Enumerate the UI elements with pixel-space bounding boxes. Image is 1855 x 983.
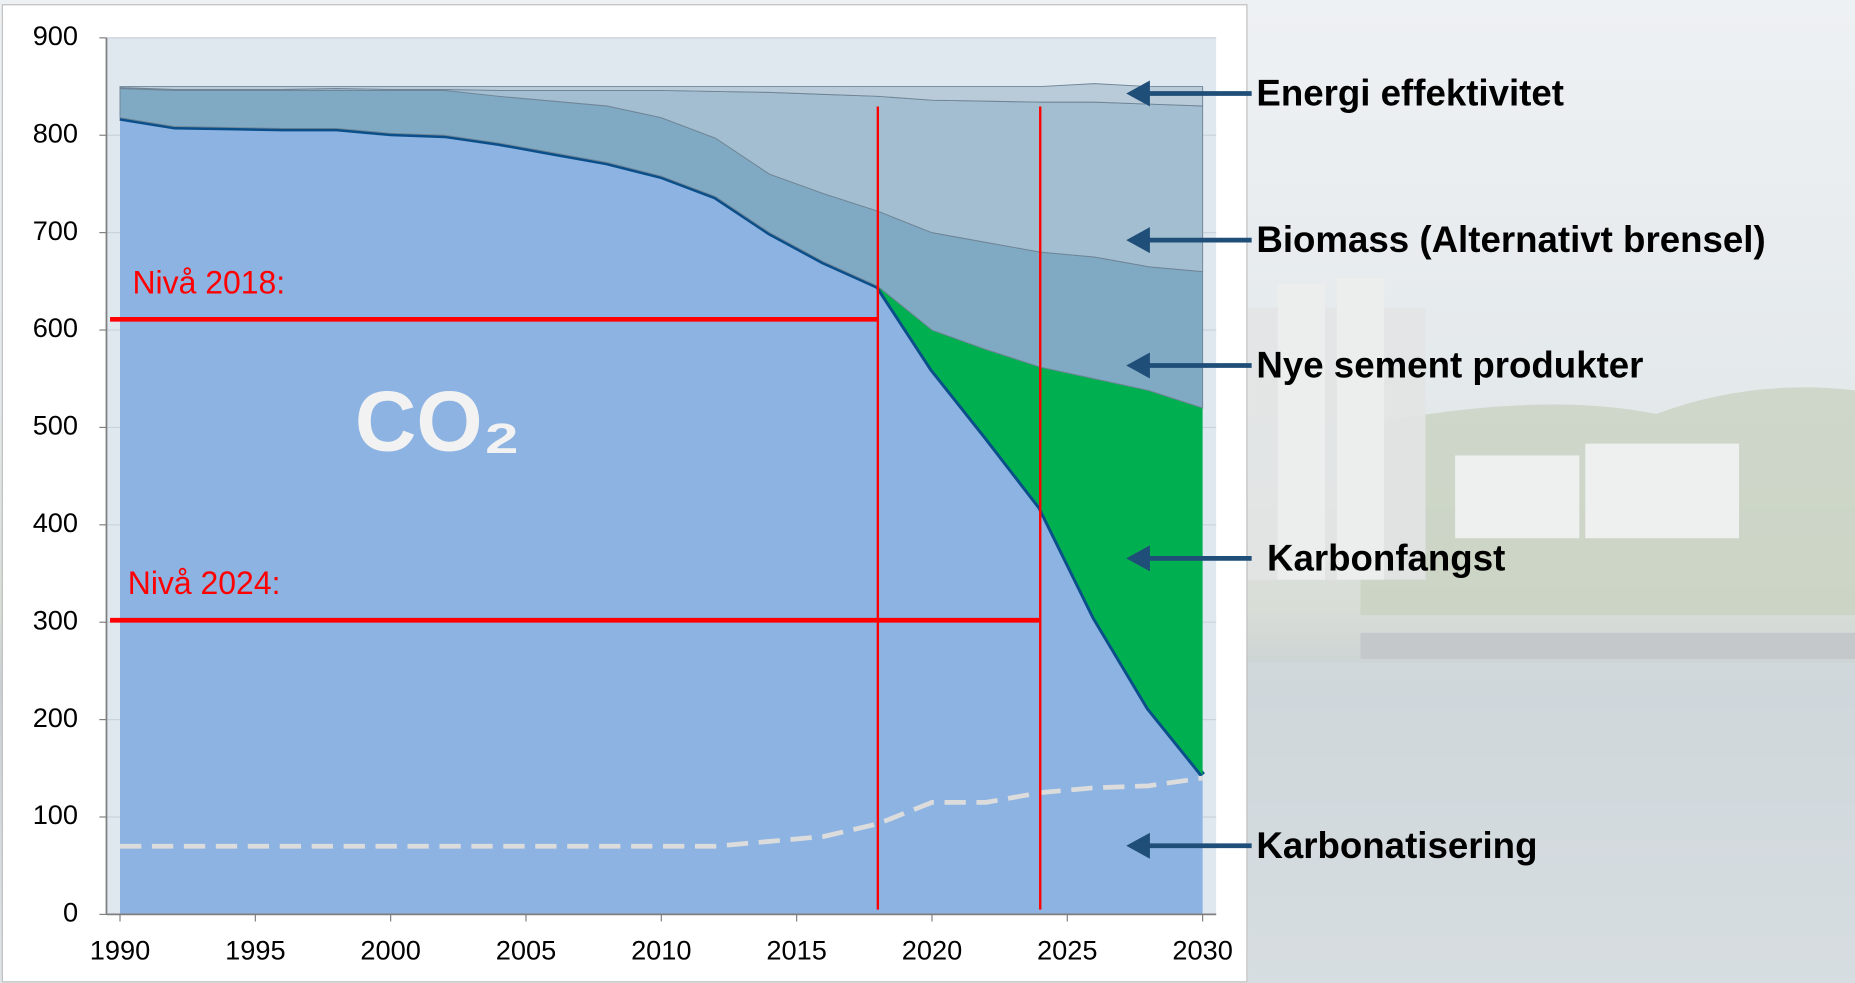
legend-label: Energi effektivitet	[1256, 73, 1564, 114]
x-tick-label: 1995	[225, 934, 285, 965]
x-tick-label: 2025	[1037, 934, 1097, 965]
x-tick-label: 1990	[90, 934, 150, 965]
x-tick-label: 2010	[631, 934, 691, 965]
legend-label: Karbonfangst	[1267, 537, 1505, 578]
page: {"chart_data": { "type": "area", "stacke…	[0, 0, 1855, 983]
chart: 0 100 200 300 400 500 600 700 800 900 CO₂ Karbonfan…	[0, 0, 1855, 983]
y-tick-label: 0	[63, 897, 78, 928]
reference-label: Nivå 2024:	[128, 565, 281, 601]
legend-label: Biomass (Alternativt brensel)	[1256, 219, 1765, 260]
legend-label: Nye sement produkter	[1256, 345, 1643, 386]
x-tick-label: 2000	[360, 934, 420, 965]
y-tick-label: 600	[33, 312, 78, 343]
x-tick-label: 2020	[902, 934, 962, 965]
x-tick-label: 2005	[496, 934, 556, 965]
x-tick-label: 2015	[766, 934, 826, 965]
y-tick-label: 800	[33, 117, 78, 148]
reference-label: Nivå 2018:	[133, 264, 286, 300]
y-tick-label: 400	[33, 507, 78, 538]
area-label: CO₂	[355, 375, 521, 470]
y-tick-label: 900	[33, 20, 78, 51]
y-tick-label: 200	[33, 702, 78, 733]
y-tick-label: 500	[33, 410, 78, 441]
y-tick-label: 300	[33, 604, 78, 635]
y-tick-label: 100	[33, 799, 78, 830]
legend-label: Karbonatisering	[1256, 825, 1537, 866]
y-tick-label: 700	[33, 215, 78, 246]
x-tick-label: 2030	[1172, 934, 1232, 965]
